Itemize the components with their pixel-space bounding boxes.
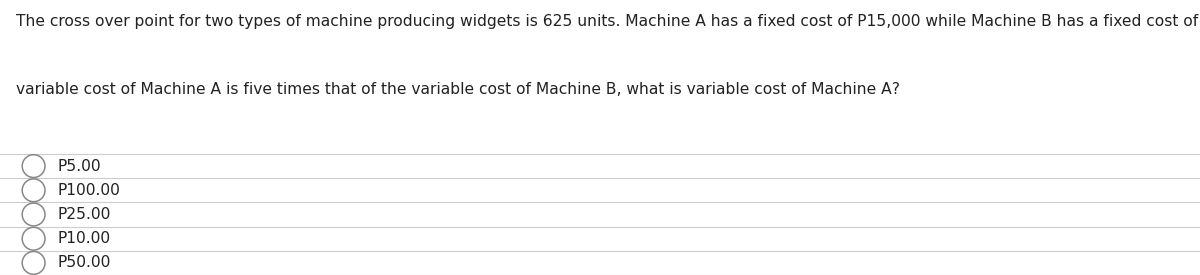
Text: P25.00: P25.00 bbox=[58, 207, 110, 222]
Text: P100.00: P100.00 bbox=[58, 183, 120, 198]
Text: P10.00: P10.00 bbox=[58, 231, 110, 246]
Text: P5.00: P5.00 bbox=[58, 159, 101, 174]
Text: The cross over point for two types of machine producing widgets is 625 units. Ma: The cross over point for two types of ma… bbox=[16, 14, 1200, 29]
Text: variable cost of Machine A is five times that of the variable cost of Machine B,: variable cost of Machine A is five times… bbox=[16, 82, 900, 98]
Text: P50.00: P50.00 bbox=[58, 255, 110, 270]
